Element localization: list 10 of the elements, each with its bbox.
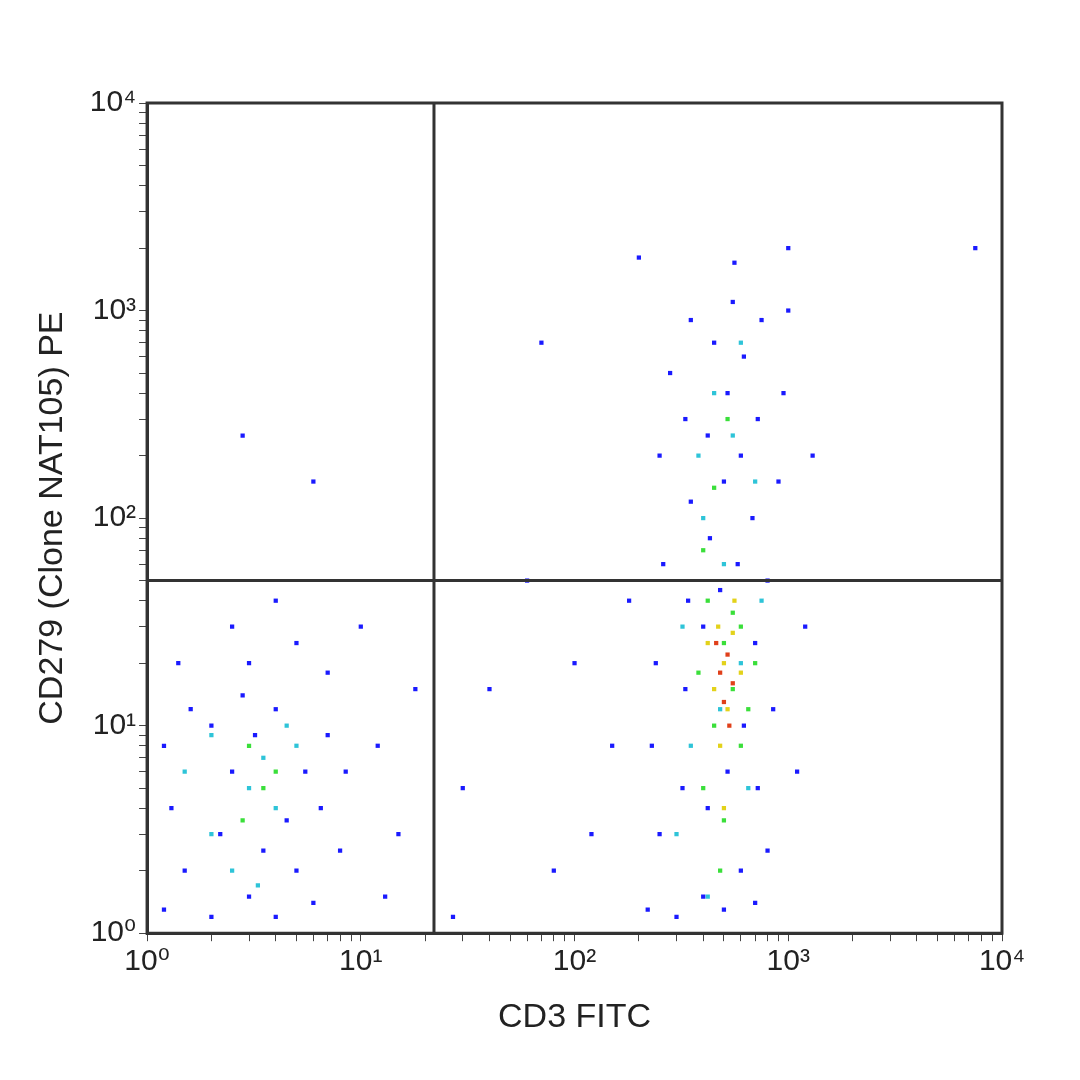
y-tick-label: 10¹ — [92, 706, 137, 740]
y-tick-label: 10² — [92, 499, 137, 533]
x-tick-label: 10² — [552, 943, 597, 977]
y-tick-label: 10⁴ — [89, 84, 137, 118]
y-axis-title: CD279 (Clone NAT105) PE — [30, 311, 69, 725]
x-tick-label: 10³ — [766, 943, 810, 977]
x-tick-label: 10⁴ — [978, 943, 1026, 977]
y-tick-label: 10³ — [92, 291, 137, 325]
x-axis-title: CD3 FITC — [498, 995, 652, 1034]
x-tick-label: 10¹ — [339, 943, 383, 977]
